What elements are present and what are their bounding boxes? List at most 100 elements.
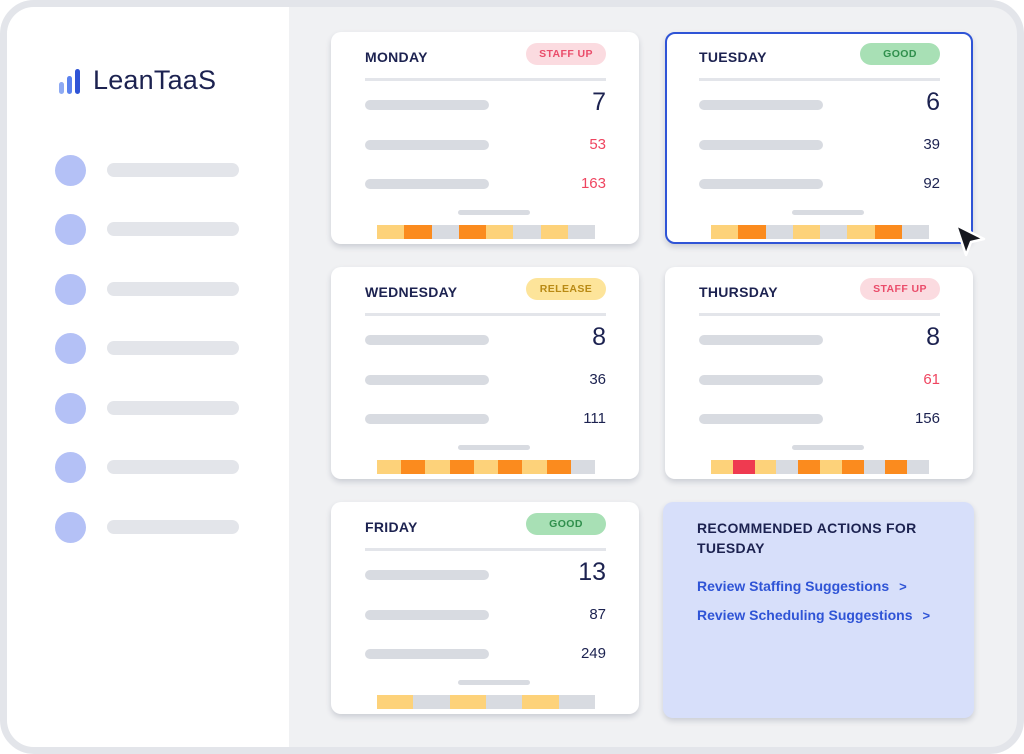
metric-value: 13 (578, 558, 606, 586)
day-card-monday[interactable]: MONDAY STAFF UP 7 53 163 (331, 32, 639, 244)
sidebar: LeanTaaS (7, 7, 289, 747)
utilization-segment (377, 460, 402, 474)
metric-label-placeholder (699, 335, 823, 345)
hourly-utilization-strip (377, 225, 595, 239)
metric-label-placeholder (365, 335, 489, 345)
utilization-segment (473, 460, 499, 474)
utilization-segment (776, 460, 799, 474)
metric-label-placeholder (699, 140, 823, 150)
metric-value: 87 (589, 606, 606, 623)
hourly-utilization-strip (711, 225, 929, 239)
hourly-utilization-strip (711, 460, 929, 474)
nav-item-label-placeholder (107, 460, 239, 474)
brand-logo[interactable]: LeanTaaS (57, 65, 216, 96)
chevron-right-icon: > (922, 607, 931, 623)
metric-label-placeholder (365, 414, 489, 424)
review-scheduling-link[interactable]: Review Scheduling Suggestions > (697, 607, 930, 623)
nav-item-icon (55, 154, 86, 186)
day-card-thursday[interactable]: THURSDAY STAFF UP 8 61 156 (665, 267, 973, 479)
sidebar-item[interactable] (55, 213, 245, 245)
nav-item-label-placeholder (107, 163, 239, 177)
summary-placeholder-bar (458, 210, 530, 215)
utilization-segment (522, 695, 559, 709)
metric-label-placeholder (699, 179, 823, 189)
nav-item-label-placeholder (107, 282, 239, 296)
sidebar-item[interactable] (55, 154, 245, 186)
metric-value: 156 (914, 410, 940, 427)
nav-item-icon (55, 273, 86, 305)
summary-placeholder-bar (458, 445, 530, 450)
sidebar-item[interactable] (55, 332, 245, 364)
utilization-segment (885, 460, 908, 474)
utilization-segment (901, 225, 929, 239)
utilization-segment (874, 225, 902, 239)
metric-label-placeholder (365, 649, 489, 659)
nav-item-icon (55, 451, 86, 483)
utilization-segment (425, 460, 450, 474)
bar-chart-logo-icon (57, 66, 87, 96)
metric-value: 6 (926, 88, 940, 116)
sidebar-item[interactable] (55, 451, 245, 483)
utilization-segment (798, 460, 820, 474)
metric-value: 8 (592, 323, 606, 351)
utilization-segment (522, 460, 547, 474)
utilization-segment (711, 225, 739, 239)
utilization-segment (765, 225, 793, 239)
status-badge: STAFF UP (526, 43, 606, 65)
metric-value: 39 (923, 136, 940, 153)
metric-label-placeholder (699, 375, 823, 385)
nav-item-icon (55, 392, 86, 424)
utilization-segment (540, 225, 568, 239)
nav-item-icon (55, 511, 86, 543)
utilization-segment (485, 695, 523, 709)
day-card-tuesday[interactable]: TUESDAY GOOD 6 39 92 (665, 32, 973, 244)
metric-label-placeholder (365, 570, 489, 580)
sidebar-item[interactable] (55, 273, 245, 305)
utilization-segment (431, 225, 459, 239)
nav-item-icon (55, 213, 86, 245)
day-label: WEDNESDAY (365, 284, 458, 300)
nav-item-icon (55, 332, 86, 364)
utilization-segment (738, 225, 766, 239)
utilization-segment (449, 460, 474, 474)
utilization-segment (754, 460, 777, 474)
brand-name: LeanTaaS (93, 65, 217, 95)
metric-value: 61 (923, 371, 940, 388)
metric-value: 92 (923, 175, 940, 192)
utilization-segment (558, 695, 595, 709)
utilization-segment (567, 225, 595, 239)
card-divider (365, 78, 606, 81)
day-card-friday[interactable]: FRIDAY GOOD 13 87 249 (331, 502, 639, 714)
review-staffing-label: Review Staffing Suggestions (697, 578, 890, 594)
nav-item-label-placeholder (107, 222, 239, 236)
sidebar-item[interactable] (55, 392, 245, 424)
metric-label-placeholder (365, 179, 489, 189)
status-badge: GOOD (860, 43, 940, 65)
status-badge: STAFF UP (860, 278, 940, 300)
status-badge: RELEASE (526, 278, 606, 300)
utilization-segment (820, 225, 848, 239)
review-staffing-link[interactable]: Review Staffing Suggestions > (697, 578, 907, 594)
day-label: FRIDAY (365, 519, 418, 535)
utilization-segment (711, 460, 733, 474)
metric-value: 249 (580, 645, 606, 662)
day-card-wednesday[interactable]: WEDNESDAY RELEASE 8 36 111 (331, 267, 639, 479)
metric-value: 7 (592, 88, 606, 116)
day-label: THURSDAY (699, 284, 778, 300)
metric-value: 8 (926, 323, 940, 351)
utilization-segment (377, 695, 414, 709)
nav-item-label-placeholder (107, 520, 239, 534)
sidebar-item[interactable] (55, 511, 245, 543)
card-divider (699, 313, 940, 316)
hourly-utilization-strip (377, 695, 595, 709)
day-label: TUESDAY (699, 49, 767, 65)
metric-label-placeholder (699, 414, 823, 424)
recommended-actions-title: RECOMMENDED ACTIONS FOR TUESDAY (697, 520, 917, 556)
utilization-segment (570, 460, 595, 474)
utilization-segment (498, 460, 523, 474)
chevron-right-icon: > (899, 578, 907, 594)
recommended-actions-panel: RECOMMENDED ACTIONS FOR TUESDAY Review S… (663, 502, 974, 718)
utilization-segment (841, 460, 864, 474)
mouse-pointer-icon (952, 222, 988, 263)
metric-value: 163 (580, 175, 606, 192)
